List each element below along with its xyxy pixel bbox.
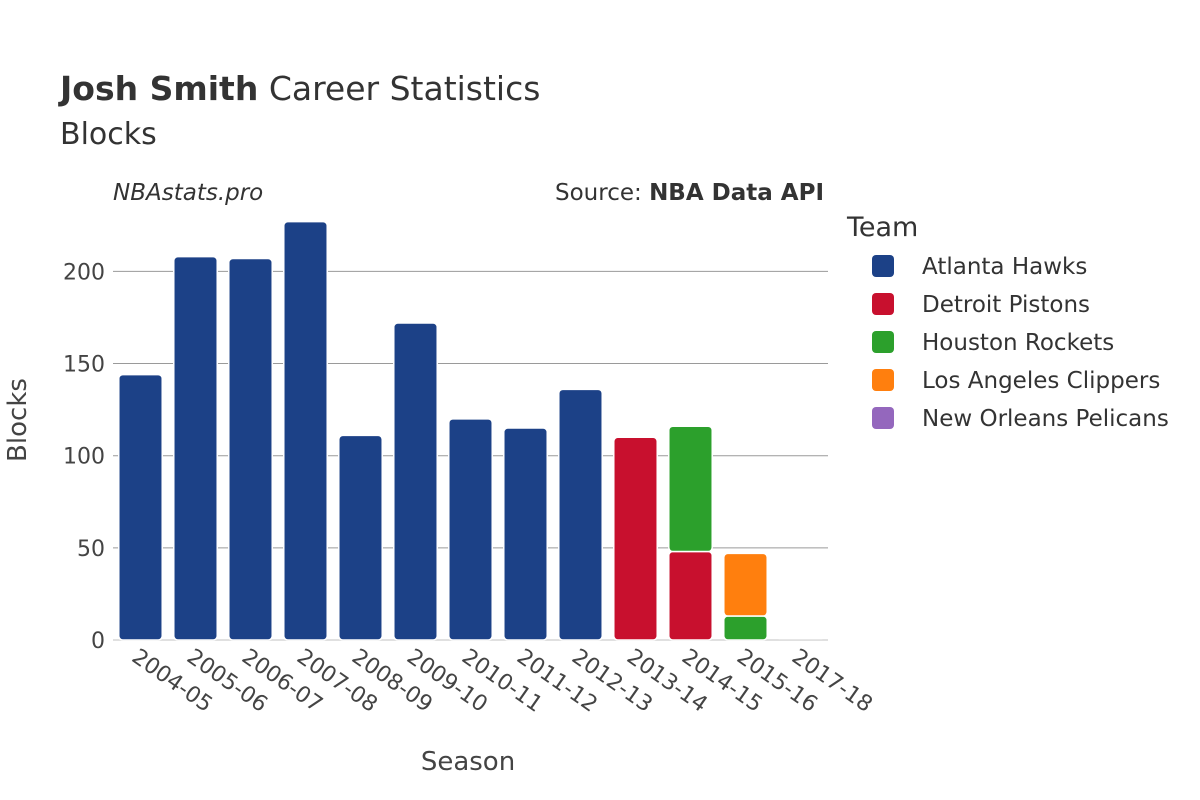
bar-segment: [613, 436, 658, 641]
bars: [118, 220, 823, 641]
legend-label: Houston Rockets: [922, 330, 1114, 356]
title-rest: Career Statistics: [269, 69, 541, 108]
chart-subtitle: Blocks: [60, 117, 157, 152]
source-prefix: Source:: [555, 180, 649, 206]
legend-item[interactable]: New Orleans Pelicans: [872, 406, 1169, 432]
bar-segment: [558, 388, 603, 641]
bar-segment: [723, 552, 768, 617]
bar-segment: [723, 615, 768, 641]
legend-item[interactable]: Atlanta Hawks: [872, 254, 1087, 280]
legend-label: Atlanta Hawks: [922, 254, 1087, 280]
bar-segment: [228, 257, 273, 641]
x-axis-title: Season: [421, 747, 515, 777]
legend-swatch: [872, 293, 894, 315]
legend: Atlanta Hawks Detroit Pistons Houston Rock…: [872, 254, 1169, 432]
legend-swatch: [872, 369, 894, 391]
bar-segment: [338, 434, 383, 641]
bar-segment: [393, 322, 438, 641]
bar-segment: [668, 425, 713, 553]
legend-label: Los Angeles Clippers: [922, 368, 1160, 394]
bar-segment: [448, 418, 493, 641]
title-player-name: Josh Smith: [58, 69, 258, 108]
y-axis-ticks: 0 50 100 150 200: [63, 260, 105, 654]
legend-item[interactable]: Los Angeles Clippers: [872, 368, 1160, 394]
source-name: NBA Data API: [649, 180, 824, 206]
y-tick-label: 200: [63, 260, 105, 285]
bar-segment: [118, 373, 163, 641]
legend-label: New Orleans Pelicans: [922, 406, 1169, 432]
legend-label: Detroit Pistons: [922, 292, 1090, 318]
x-axis-ticks: 2004-052005-062006-072007-082008-092009-…: [127, 644, 877, 717]
legend-title: Team: [846, 212, 918, 243]
legend-swatch: [872, 407, 894, 429]
y-tick-label: 150: [63, 353, 105, 378]
y-tick-label: 50: [77, 537, 105, 562]
bar-segment: [283, 220, 328, 641]
y-tick-label: 100: [63, 445, 105, 470]
bar-segment: [503, 427, 548, 641]
site-credit: NBAstats.pro: [113, 180, 263, 206]
bar-segment-empty: [778, 639, 823, 640]
chart-title: Josh Smith Career Statistics: [58, 69, 540, 108]
legend-swatch: [872, 331, 894, 353]
bar-segment: [668, 550, 713, 641]
legend-item[interactable]: Detroit Pistons: [872, 292, 1090, 318]
y-axis-title: Blocks: [3, 378, 33, 462]
bar-segment: [173, 255, 218, 641]
legend-swatch: [872, 255, 894, 277]
y-tick-label: 0: [91, 629, 105, 654]
source-credit: Source: NBA Data API: [555, 180, 824, 206]
legend-item[interactable]: Houston Rockets: [872, 330, 1114, 356]
